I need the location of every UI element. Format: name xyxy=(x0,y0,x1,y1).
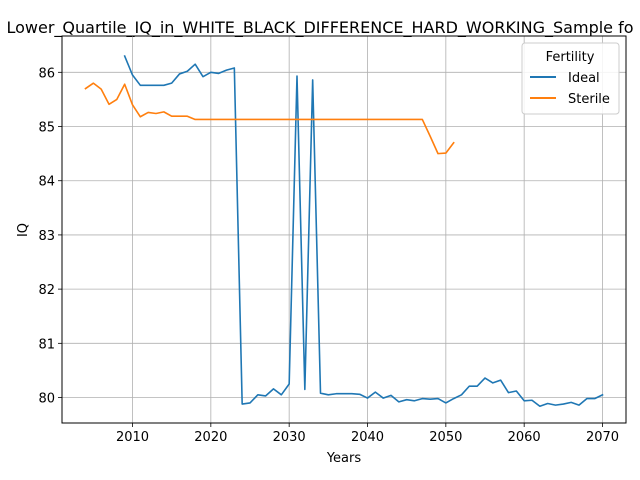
x-tick-label: 2020 xyxy=(194,430,227,445)
y-tick-label: 80 xyxy=(38,392,55,407)
y-tick-label: 86 xyxy=(38,66,55,81)
series-line-sterile xyxy=(84,82,455,155)
legend-label-ideal: Ideal xyxy=(568,71,600,86)
series-line-ideal xyxy=(123,55,604,408)
x-axis-ticks: 2010 2020 2030 2040 2050 2060 2070 xyxy=(116,423,619,445)
legend-label-sterile: Sterile xyxy=(568,92,610,107)
y-axis-ticks: 80 81 82 83 84 85 86 xyxy=(38,66,62,407)
y-tick-label: 83 xyxy=(38,229,55,244)
chart-title: Lower_Quartile_IQ_in_WHITE_BLACK_DIFFERE… xyxy=(6,18,633,38)
y-tick-label: 81 xyxy=(38,337,55,352)
y-tick-label: 82 xyxy=(38,283,55,298)
legend: Fertility Ideal Sterile xyxy=(521,42,620,115)
legend-box xyxy=(521,42,620,115)
series-lines xyxy=(84,55,604,408)
y-axis-label: IQ xyxy=(16,223,31,237)
x-tick-label: 2030 xyxy=(273,430,306,445)
y-tick-label: 84 xyxy=(38,175,55,190)
plot-frame xyxy=(61,35,627,424)
legend-title: Fertility xyxy=(546,50,595,65)
x-tick-label: 2070 xyxy=(586,430,619,445)
y-tick-label: 85 xyxy=(38,121,55,136)
x-tick-label: 2060 xyxy=(508,430,541,445)
x-axis-label: Years xyxy=(326,451,362,466)
x-tick-label: 2040 xyxy=(351,430,384,445)
x-tick-label: 2010 xyxy=(116,430,149,445)
x-tick-label: 2050 xyxy=(429,430,462,445)
